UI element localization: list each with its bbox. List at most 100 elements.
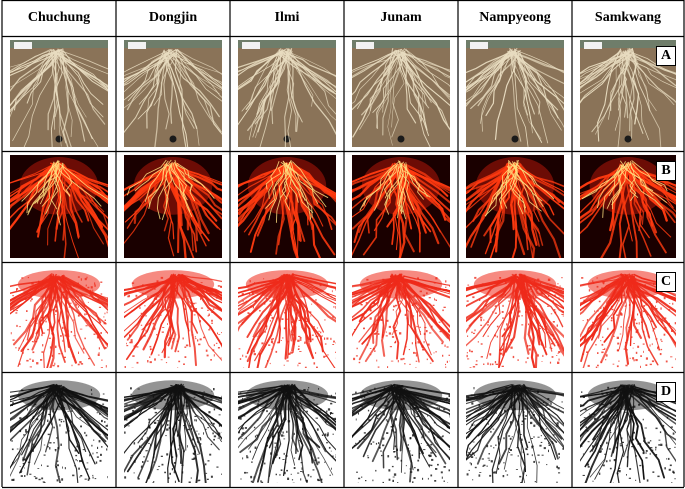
speckle bbox=[156, 469, 159, 471]
speckle bbox=[193, 445, 196, 448]
speckle bbox=[481, 458, 484, 460]
speckle bbox=[397, 482, 399, 483]
speckle bbox=[653, 327, 656, 330]
root-strand bbox=[290, 165, 299, 258]
root-strand bbox=[61, 52, 108, 75]
speckle bbox=[212, 432, 214, 435]
speckle bbox=[167, 323, 168, 325]
root-strand bbox=[170, 51, 200, 146]
root-strand bbox=[10, 49, 51, 72]
speckle bbox=[324, 343, 327, 345]
root-strand bbox=[171, 163, 222, 186]
speckle bbox=[129, 334, 130, 337]
root-strand bbox=[466, 387, 516, 398]
speckle bbox=[211, 322, 213, 324]
root-strand-bright bbox=[41, 163, 60, 207]
speckle bbox=[147, 295, 149, 298]
speckle bbox=[205, 428, 207, 430]
root-strand bbox=[290, 277, 336, 323]
root-strand bbox=[629, 385, 676, 413]
root-strand bbox=[632, 278, 676, 290]
speckle bbox=[64, 407, 65, 409]
speckle bbox=[647, 441, 650, 444]
speckle bbox=[438, 407, 440, 409]
speckle bbox=[195, 308, 197, 310]
speckle bbox=[147, 360, 149, 363]
speckle bbox=[245, 437, 247, 440]
speckle bbox=[11, 440, 13, 442]
speckle bbox=[48, 337, 51, 339]
root-strand bbox=[124, 275, 175, 307]
speckle bbox=[62, 339, 64, 342]
speckle bbox=[143, 456, 146, 458]
root-strand bbox=[52, 49, 108, 91]
speckle bbox=[556, 355, 558, 356]
root-strand-bright bbox=[513, 163, 542, 212]
speckle bbox=[168, 307, 170, 308]
speckle bbox=[659, 353, 662, 356]
column-header-dongjin: Dongjin bbox=[148, 10, 198, 25]
speckle bbox=[58, 418, 61, 421]
speckle bbox=[479, 472, 482, 473]
root-strand bbox=[278, 51, 336, 93]
root-strand bbox=[359, 50, 403, 130]
root-strand bbox=[512, 51, 564, 74]
speckle bbox=[545, 428, 547, 430]
root-strand bbox=[625, 50, 635, 132]
speckle bbox=[638, 403, 641, 406]
speckle bbox=[91, 393, 93, 396]
speckle bbox=[400, 358, 403, 361]
speckle bbox=[265, 297, 268, 300]
speckle bbox=[582, 453, 584, 455]
speckle bbox=[210, 475, 213, 478]
speckle bbox=[517, 415, 519, 417]
speckle bbox=[372, 441, 375, 443]
root-strand-bright bbox=[498, 161, 516, 209]
speckle bbox=[41, 333, 43, 337]
root-strand bbox=[352, 384, 393, 396]
root-system-image bbox=[10, 40, 108, 147]
speckle bbox=[365, 302, 368, 304]
root-strand bbox=[494, 163, 509, 253]
root-strand bbox=[63, 276, 108, 301]
root-strand bbox=[514, 386, 564, 414]
speckle bbox=[427, 477, 429, 480]
speckle bbox=[45, 320, 47, 323]
speckle bbox=[657, 319, 659, 322]
root-strand bbox=[280, 51, 303, 123]
speckle bbox=[548, 444, 550, 446]
speckle bbox=[194, 415, 197, 417]
speckle bbox=[449, 285, 450, 287]
speckle bbox=[547, 305, 550, 307]
speckle bbox=[534, 297, 537, 299]
speckle bbox=[474, 276, 477, 279]
speckle bbox=[494, 312, 497, 314]
root-strand bbox=[10, 165, 59, 184]
speckle bbox=[127, 425, 130, 427]
speckle bbox=[167, 420, 170, 422]
speckle bbox=[77, 305, 79, 308]
root-strand bbox=[238, 48, 288, 72]
root-strand bbox=[391, 386, 450, 412]
root-strand bbox=[397, 51, 432, 103]
root-strand bbox=[50, 162, 108, 186]
speckle bbox=[435, 468, 438, 470]
speckle bbox=[642, 343, 645, 345]
speckle bbox=[551, 356, 554, 358]
speckle bbox=[315, 417, 318, 419]
speckle bbox=[495, 444, 497, 446]
speckle bbox=[331, 455, 334, 457]
root-strand bbox=[466, 385, 518, 422]
root-strand bbox=[167, 48, 222, 102]
speckle bbox=[471, 452, 475, 455]
speckle bbox=[561, 313, 564, 315]
root-strand bbox=[361, 53, 400, 116]
root-strand-bright bbox=[291, 161, 319, 205]
speckle bbox=[243, 415, 246, 417]
root-system-image bbox=[466, 376, 564, 483]
speckle bbox=[194, 336, 196, 338]
speckle bbox=[394, 431, 396, 434]
speckle bbox=[297, 315, 300, 317]
speckle bbox=[79, 460, 81, 463]
speckle bbox=[502, 317, 505, 319]
